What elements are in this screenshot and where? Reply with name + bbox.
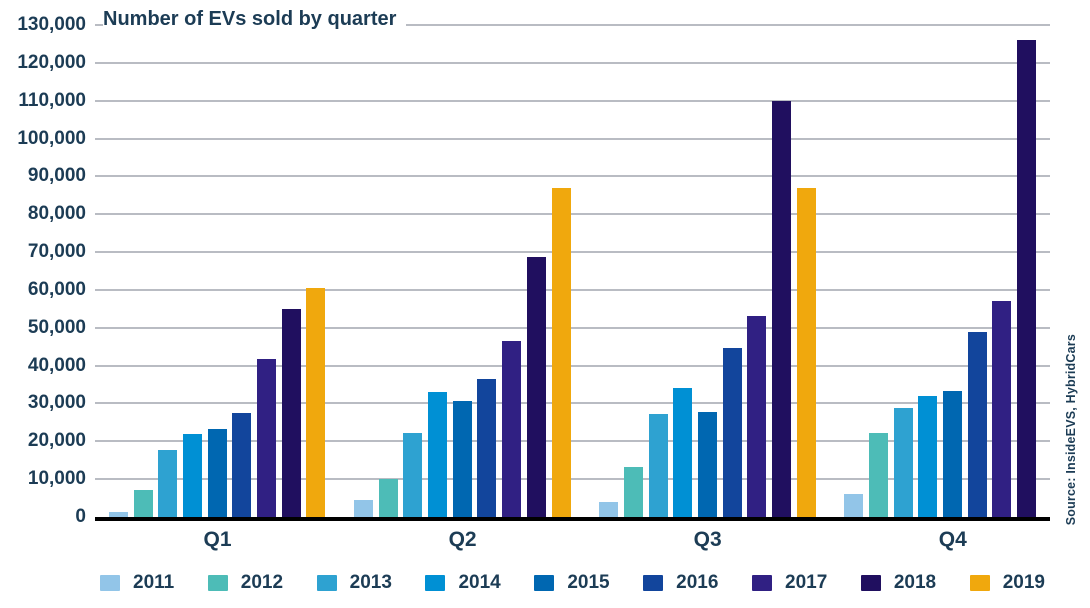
gridline-100000 — [95, 137, 1050, 140]
gridline-110000 — [95, 99, 1050, 102]
bar-2012-q3 — [623, 466, 643, 517]
bar-2011-q1 — [109, 511, 128, 517]
bar-2011-q2 — [354, 499, 374, 517]
source-note: Source: InsideEVS, HybridCars — [1064, 333, 1078, 525]
legend-swatch-2019 — [969, 575, 990, 591]
gridline-80000 — [95, 213, 1050, 216]
bar-2018-q4 — [1017, 40, 1037, 517]
bar-2017-q2 — [502, 341, 522, 517]
legend-label-2017: 2017 — [785, 572, 828, 593]
bar-2018-q2 — [526, 257, 546, 517]
bar-2018-q1 — [281, 308, 301, 517]
gridline-10000 — [95, 478, 1050, 481]
legend-swatch-2015 — [534, 575, 555, 591]
legend: 2011 2012 2013 2014 2015 2016 2017 2018 2019 — [100, 571, 1045, 595]
gridline-130000 — [95, 24, 1050, 26]
legend-label-2013: 2013 — [349, 572, 392, 593]
legend-label-2016: 2016 — [676, 572, 719, 593]
gridline-90000 — [95, 175, 1050, 178]
bar-2014-q1 — [183, 433, 203, 517]
legend-item-2019: 2019 — [969, 572, 1045, 594]
y-axis-label-20000: 20,000 — [27, 430, 86, 452]
y-axis-label-0: 0 — [75, 506, 86, 527]
gridline-50000 — [95, 326, 1050, 329]
y-axis-label-10000: 10,000 — [27, 468, 86, 490]
bar-2016-q1 — [232, 412, 252, 517]
gridline-20000 — [95, 440, 1050, 443]
bar-2012-q4 — [868, 432, 888, 517]
bar-2016-q2 — [477, 378, 497, 517]
bar-2017-q3 — [747, 316, 767, 517]
x-axis-label-q1: Q1 — [203, 528, 232, 551]
legend-label-2018: 2018 — [893, 572, 937, 593]
legend-swatch-2014 — [425, 575, 446, 591]
gridline-70000 — [95, 251, 1050, 254]
bar-2015-q3 — [697, 412, 717, 517]
legend-item-2012: 2012 — [207, 572, 284, 594]
bar-2011-q4 — [844, 494, 864, 517]
bar-2016-q4 — [967, 332, 987, 517]
y-axis-label-100000: 100,000 — [17, 127, 86, 149]
legend-swatch-2017 — [752, 575, 773, 591]
bar-2014-q3 — [673, 388, 693, 517]
legend-label-2015: 2015 — [567, 572, 610, 593]
legend-item-2018: 2018 — [860, 572, 937, 594]
gridline-40000 — [95, 364, 1050, 367]
plot-area — [95, 24, 1050, 517]
legend-swatch-2018 — [860, 575, 881, 591]
bar-2017-q4 — [992, 300, 1012, 517]
legend-item-2015: 2015 — [534, 572, 610, 594]
y-axis-label-120000: 120,000 — [17, 51, 86, 73]
y-axis-label-80000: 80,000 — [27, 203, 86, 225]
bar-2017-q1 — [257, 358, 277, 517]
bar-2016-q3 — [722, 348, 742, 517]
x-axis-label-q2: Q2 — [448, 528, 477, 551]
legend-label-2011: 2011 — [133, 572, 175, 593]
y-axis-label-60000: 60,000 — [27, 278, 86, 300]
y-axis-label-50000: 50,000 — [27, 316, 86, 338]
legend-swatch-2012 — [207, 575, 228, 591]
bar-2013-q3 — [648, 413, 668, 517]
bar-2011-q3 — [599, 502, 619, 517]
x-axis-label-q4: Q4 — [938, 528, 967, 551]
bar-2013-q4 — [893, 408, 913, 517]
gridline-120000 — [95, 61, 1050, 64]
y-axis-label-130000: 130,000 — [17, 14, 86, 35]
gridline-30000 — [95, 402, 1050, 405]
chart-title: Number of EVs sold by quarter — [103, 6, 407, 33]
legend-label-2014: 2014 — [458, 572, 501, 593]
legend-item-2016: 2016 — [643, 572, 718, 594]
x-axis-line — [95, 517, 1050, 521]
bar-2015-q4 — [943, 390, 962, 517]
bar-2014-q2 — [428, 391, 448, 517]
legend-label-2012: 2012 — [240, 572, 284, 593]
y-axis-label-30000: 30,000 — [27, 392, 86, 414]
legend-label-2019: 2019 — [1002, 572, 1045, 593]
y-axis-label-90000: 90,000 — [27, 165, 86, 187]
bar-2013-q2 — [403, 432, 423, 517]
bar-2019-q3 — [796, 187, 816, 517]
legend-item-2011: 2011 — [100, 572, 174, 594]
bar-2013-q1 — [158, 450, 178, 517]
bar-2015-q2 — [452, 400, 472, 517]
legend-swatch-2011 — [100, 575, 120, 591]
legend-item-2017: 2017 — [752, 572, 827, 594]
legend-item-2014: 2014 — [425, 572, 501, 594]
y-axis-label-70000: 70,000 — [27, 241, 86, 263]
bar-2015-q1 — [207, 428, 227, 517]
gridline-60000 — [95, 288, 1050, 291]
bar-2018-q3 — [771, 100, 791, 517]
legend-swatch-2013 — [316, 575, 337, 591]
y-axis-label-40000: 40,000 — [27, 354, 86, 376]
bar-2019-q1 — [306, 287, 326, 517]
x-axis-label-q3: Q3 — [693, 528, 722, 551]
bar-2012-q2 — [378, 478, 398, 517]
bar-2012-q1 — [133, 490, 153, 517]
bar-2014-q4 — [918, 395, 938, 517]
legend-item-2013: 2013 — [316, 572, 392, 594]
y-axis-label-110000: 110,000 — [18, 89, 86, 111]
legend-swatch-2016 — [643, 575, 664, 591]
bar-2019-q2 — [551, 187, 571, 517]
